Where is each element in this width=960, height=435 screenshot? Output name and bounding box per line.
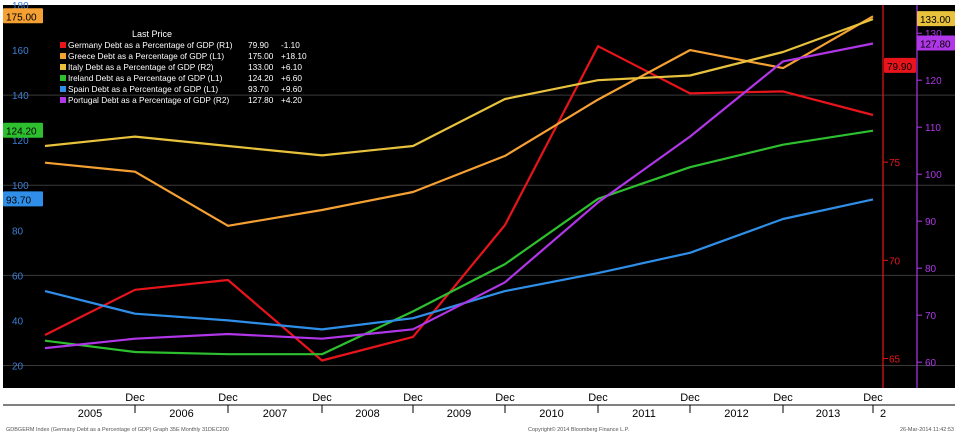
left-tick-label: 140 (12, 91, 29, 102)
legend-change: +18.10 (281, 51, 307, 61)
r1-tick-label: 70 (889, 256, 901, 267)
series-line (44, 129, 874, 356)
legend-last-value: 124.20 (248, 73, 274, 83)
left-tick-label: 180 (12, 1, 29, 12)
x-month-label: Dec (125, 392, 145, 404)
value-tag-label: 124.20 (6, 127, 37, 138)
left-axis-ticks: 20 40 60 80 100 120 140 160 180 (12, 1, 29, 372)
legend-series-name: Portugal Debt as a Percentage of GDP (R2… (68, 95, 229, 105)
legend-last-value: 93.70 (248, 84, 269, 94)
x-year-label: 2 (880, 408, 886, 420)
r1-tick-label: 75 (889, 158, 901, 169)
r2-tick-label: 100 (925, 170, 942, 181)
legend-change: -1.10 (281, 40, 300, 50)
x-year-label: 2009 (447, 408, 471, 420)
r2-tick-label: 120 (925, 76, 942, 87)
legend-change: +9.60 (281, 84, 302, 94)
x-month-label: Dec (680, 392, 700, 404)
legend-swatch (60, 75, 66, 81)
legend-change: +6.10 (281, 62, 302, 72)
value-tag-box (3, 122, 43, 138)
left-tick-label: 40 (12, 316, 24, 327)
r2-tick-label: 70 (925, 311, 937, 322)
value-tag-label: 127.80 (920, 40, 951, 51)
value-tag-box (917, 35, 955, 51)
legend-series-name: Germany Debt as a Percentage of GDP (R1) (68, 40, 233, 50)
value-tag-label: 175.00 (6, 12, 37, 23)
x-year-label: 2005 (78, 408, 102, 420)
footer-left: GDBGERM Index (Germany Debt as a Percent… (6, 427, 229, 433)
footer-right: 26-Mar-2014 11:42:53 (900, 427, 954, 433)
legend: Last Price Germany Debt as a Percentage … (60, 29, 307, 105)
legend-swatch (60, 97, 66, 103)
x-month-label: Dec (495, 392, 515, 404)
legend-title: Last Price (132, 29, 172, 39)
left-tick-label: 20 (12, 361, 24, 372)
legend-series-name: Italy Debt as a Percentage of GDP (R2) (68, 62, 214, 72)
x-year-label: 2011 (632, 408, 656, 420)
series-line (44, 45, 874, 362)
legend-series-name: Greece Debt as a Percentage of GDP (L1) (68, 51, 224, 61)
r2-tick-label: 130 (925, 29, 942, 40)
x-year-label: 2013 (816, 408, 840, 420)
x-axis-band (3, 388, 955, 413)
value-tag-box (917, 11, 955, 27)
x-month-label: Dec (403, 392, 423, 404)
value-tag-label: 133.00 (920, 15, 951, 26)
r1-tick-label: 65 (889, 355, 901, 366)
x-month-label: Dec (218, 392, 238, 404)
x-year-label: 2012 (724, 408, 748, 420)
left-tick-label: 160 (12, 46, 29, 57)
series-line (44, 15, 874, 227)
legend-last-value: 127.80 (248, 95, 274, 105)
legend-swatch (60, 42, 66, 48)
plot-background (3, 5, 955, 413)
x-axis: Dec Dec Dec Dec Dec Dec Dec Dec Dec 2005 2006 2007 2… (3, 388, 955, 420)
x-year-label: 2007 (263, 408, 287, 420)
x-month-label: Dec (773, 392, 793, 404)
legend-last-value: 175.00 (248, 51, 274, 61)
legend-change: +4.20 (281, 95, 302, 105)
legend-swatch (60, 64, 66, 70)
x-year-label: 2010 (539, 408, 563, 420)
legend-series-name: Ireland Debt as a Percentage of GDP (L1) (68, 73, 223, 83)
footer-center: Copyright© 2014 Bloomberg Finance L.P. (528, 426, 630, 433)
series-lines (44, 15, 874, 362)
x-month-label: Dec (863, 392, 883, 404)
r2-tick-label: 90 (925, 217, 937, 228)
value-tag-label: 93.70 (6, 195, 31, 206)
right-axis-r2-ticks: 60 70 80 90 100 110 120 130 (916, 5, 942, 388)
value-tag-label: 79.90 (887, 62, 912, 73)
left-tick-label: 60 (12, 271, 24, 282)
left-tick-label: 120 (12, 136, 29, 147)
legend-swatch (60, 86, 66, 92)
value-tag-box (3, 191, 43, 207)
left-tick-label: 100 (12, 181, 29, 192)
value-tag-box (884, 57, 916, 73)
x-year-label: 2008 (355, 408, 379, 420)
legend-swatch (60, 53, 66, 59)
series-line (44, 42, 874, 350)
r2-tick-label: 110 (925, 123, 941, 134)
x-year-label: 2006 (169, 408, 193, 420)
right-axis-r1-ticks: 65 70 75 (882, 5, 901, 388)
legend-series-name: Spain Debt as a Percentage of GDP (L1) (68, 84, 218, 94)
r2-tick-label: 80 (925, 264, 937, 275)
legend-last-value: 79.90 (248, 40, 269, 50)
left-tick-label: 80 (12, 226, 24, 237)
legend-change: +6.60 (281, 73, 302, 83)
x-month-label: Dec (588, 392, 608, 404)
x-month-label: Dec (312, 392, 332, 404)
legend-last-value: 133.00 (248, 62, 274, 72)
r2-tick-label: 60 (925, 358, 937, 369)
series-line (44, 18, 874, 157)
value-tag-box (3, 8, 43, 24)
